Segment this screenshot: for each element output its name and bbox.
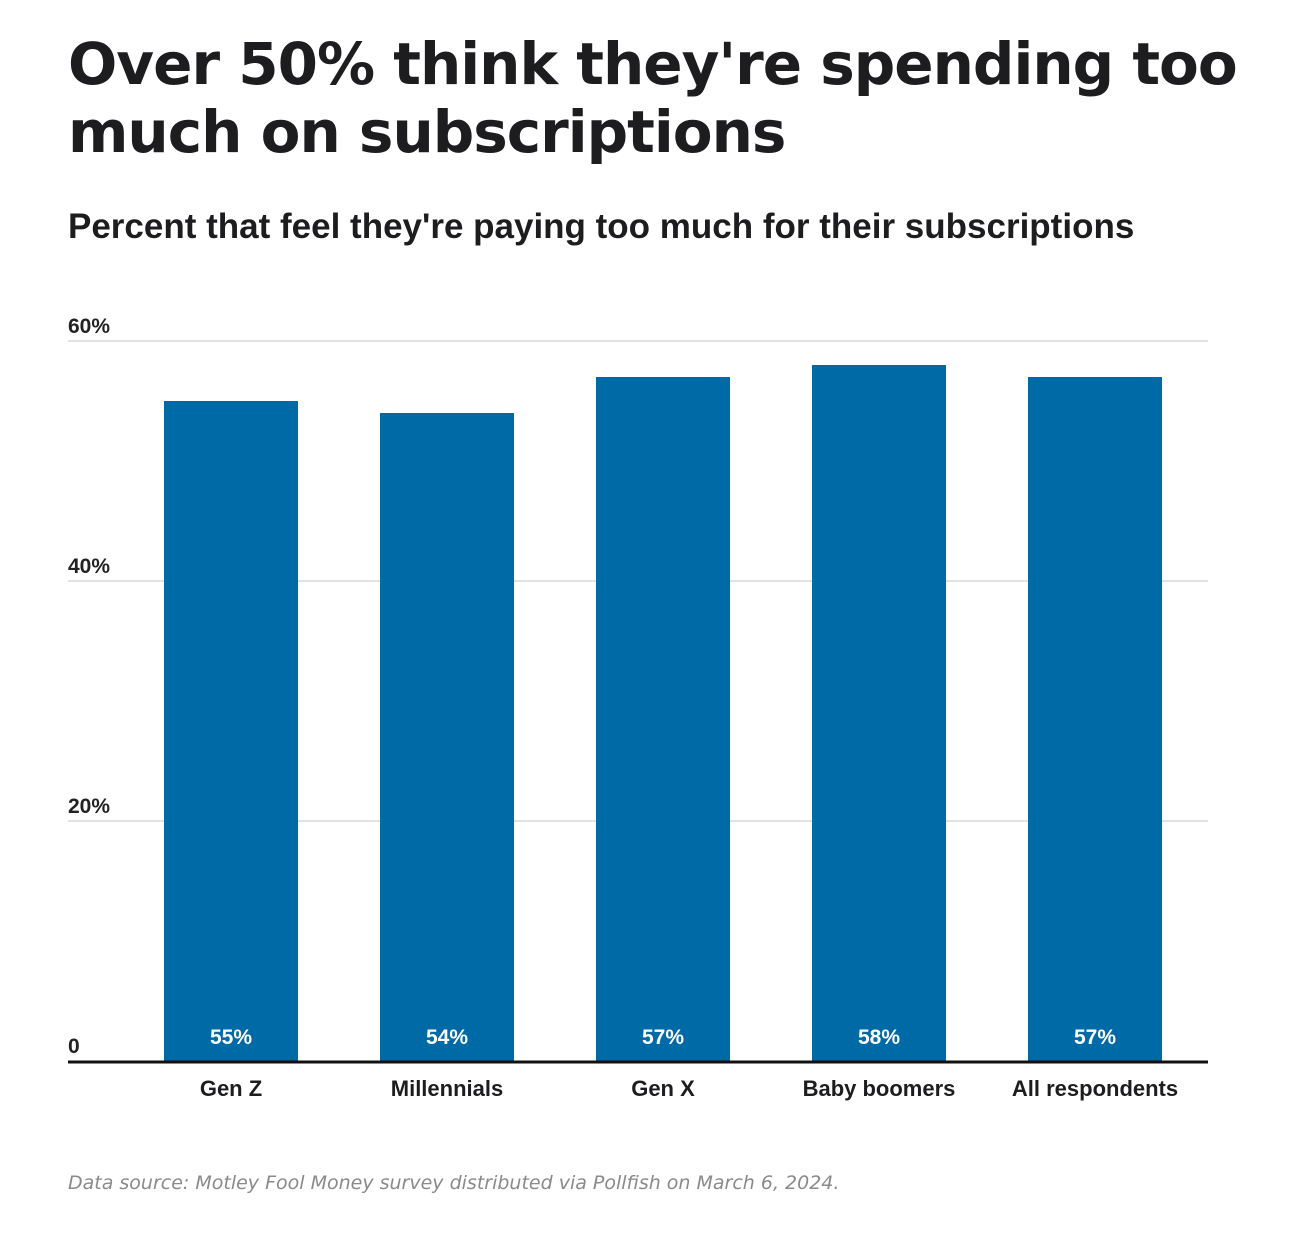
bar	[1028, 377, 1162, 1061]
bar-value-label: 55%	[210, 1026, 252, 1049]
bar-value-label: 57%	[642, 1026, 684, 1049]
bar	[596, 377, 730, 1061]
bar-value-labels: 55% 54% 57% 58% 57%	[210, 1026, 1116, 1049]
y-tick-label: 0	[68, 1035, 80, 1058]
chart-title: Over 50% think they're spending too much…	[68, 30, 1238, 166]
x-category-label: Baby boomers	[803, 1076, 956, 1101]
bar	[380, 413, 514, 1061]
bars	[164, 365, 1162, 1061]
bar-value-label: 57%	[1074, 1026, 1116, 1049]
x-axis-category-labels: Gen Z Millennials Gen X Baby boomers All res…	[200, 1076, 1178, 1101]
bar-value-label: 58%	[858, 1026, 900, 1049]
x-category-label: All respondents	[1012, 1076, 1178, 1101]
x-category-label: Gen X	[631, 1076, 695, 1101]
x-category-label: Millennials	[391, 1076, 503, 1101]
bar-value-label: 54%	[426, 1026, 468, 1049]
chart-subtitle: Percent that feel they're paying too muc…	[68, 207, 1135, 246]
data-source-note: Data source: Motley Fool Money survey di…	[68, 1172, 840, 1194]
bar	[812, 365, 946, 1061]
y-axis-tick-labels: 0 20% 40% 60%	[68, 315, 110, 1058]
y-tick-label: 60%	[68, 315, 110, 338]
y-tick-label: 20%	[68, 795, 110, 818]
x-category-label: Gen Z	[200, 1076, 262, 1101]
y-tick-label: 40%	[68, 555, 110, 578]
bar	[164, 401, 298, 1061]
